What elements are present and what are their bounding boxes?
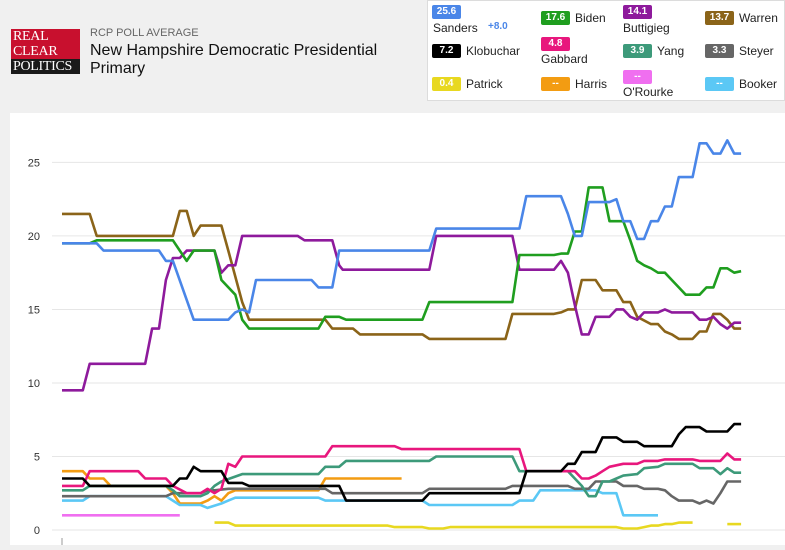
logo-line-3: POLITICS	[11, 59, 80, 74]
y-tick-label: 25	[28, 157, 40, 169]
y-tick-label: 15	[28, 304, 40, 316]
y-tick-label: 10	[28, 378, 40, 390]
legend-item-warren[interactable]: 13.7 Warren	[705, 11, 785, 27]
logo-line-2: CLEAR	[11, 44, 80, 59]
series-line-biden[interactable]	[62, 186, 742, 330]
legend-badge: 3.3	[705, 44, 734, 58]
legend-name: Patrick	[466, 77, 503, 91]
legend-badge: 4.8	[541, 37, 570, 51]
legend-item-klobuchar[interactable]: 7.2 Klobuchar	[432, 44, 532, 60]
legend-name: O'Rourke	[623, 85, 674, 99]
page-title: New Hampshire Democratic Presidential Pr…	[90, 42, 378, 77]
series-line-gabbard[interactable]	[62, 444, 742, 495]
legend-name: Warren	[739, 11, 778, 25]
spread-value: +8.0	[488, 21, 508, 32]
legend-badge: 0.4	[432, 77, 461, 91]
series-line-booker[interactable]	[62, 489, 658, 517]
legend-badge: --	[705, 77, 734, 91]
series-line-patrick[interactable]	[214, 521, 693, 530]
legend-item-yang[interactable]: 3.9 Yang	[623, 44, 703, 60]
series-line-warren[interactable]	[62, 209, 742, 341]
legend-badge: 3.9	[623, 44, 652, 58]
legend-name: Gabbard	[541, 52, 588, 66]
legend-item-biden[interactable]: 17.6 Biden	[541, 11, 621, 27]
series-line-klobuchar[interactable]	[62, 422, 742, 502]
series-line-sanders[interactable]	[62, 139, 742, 321]
chart-area: 0 5 10 15 20 25	[10, 113, 785, 545]
legend-item-patrick[interactable]: 0.4 Patrick	[432, 77, 532, 93]
legend-name: Biden	[575, 11, 606, 25]
poll-line-chart: 0 5 10 15 20 25	[28, 139, 785, 545]
y-tick-label: 20	[28, 231, 40, 243]
y-tick-label: 0	[34, 525, 40, 537]
legend: 25.6 Sanders +8.0 17.6 Biden 14.1 Buttig…	[427, 0, 785, 101]
series-line-harris[interactable]	[62, 469, 402, 505]
series-line-buttigieg[interactable]	[62, 234, 742, 392]
legend-item-buttigieg[interactable]: 14.1 Buttigieg	[623, 5, 703, 35]
legend-item-sanders[interactable]: 25.6 Sanders +8.0	[432, 5, 532, 35]
legend-name: Klobuchar	[466, 44, 521, 58]
legend-badge: 14.1	[623, 5, 652, 19]
legend-name: Harris	[575, 77, 607, 91]
legend-badge: 25.6	[432, 5, 461, 19]
series-line-yang[interactable]	[62, 455, 742, 498]
legend-name: Steyer	[739, 44, 774, 58]
legend-badge: --	[541, 77, 570, 91]
rcp-logo[interactable]: REAL CLEAR POLITICS	[11, 29, 80, 74]
legend-item-booker[interactable]: -- Booker	[705, 77, 785, 93]
legend-item-orourke[interactable]: -- O'Rourke	[623, 70, 703, 99]
y-tick-label: 5	[34, 451, 40, 463]
legend-item-harris[interactable]: -- Harris	[541, 77, 621, 93]
legend-item-gabbard[interactable]: 4.8 Gabbard	[541, 37, 621, 66]
legend-badge: 13.7	[705, 11, 734, 25]
poll-average-subtitle: RCP POLL AVERAGE	[90, 27, 199, 39]
legend-item-steyer[interactable]: 3.3 Steyer	[705, 44, 785, 60]
legend-name: Booker	[739, 77, 778, 91]
legend-name: Yang	[657, 44, 685, 58]
logo-line-1: REAL	[11, 29, 80, 44]
legend-badge: --	[623, 70, 652, 84]
legend-name: Sanders	[433, 21, 478, 35]
legend-name: Buttigieg	[623, 21, 670, 35]
legend-badge: 7.2	[432, 44, 461, 58]
legend-badge: 17.6	[541, 11, 570, 25]
